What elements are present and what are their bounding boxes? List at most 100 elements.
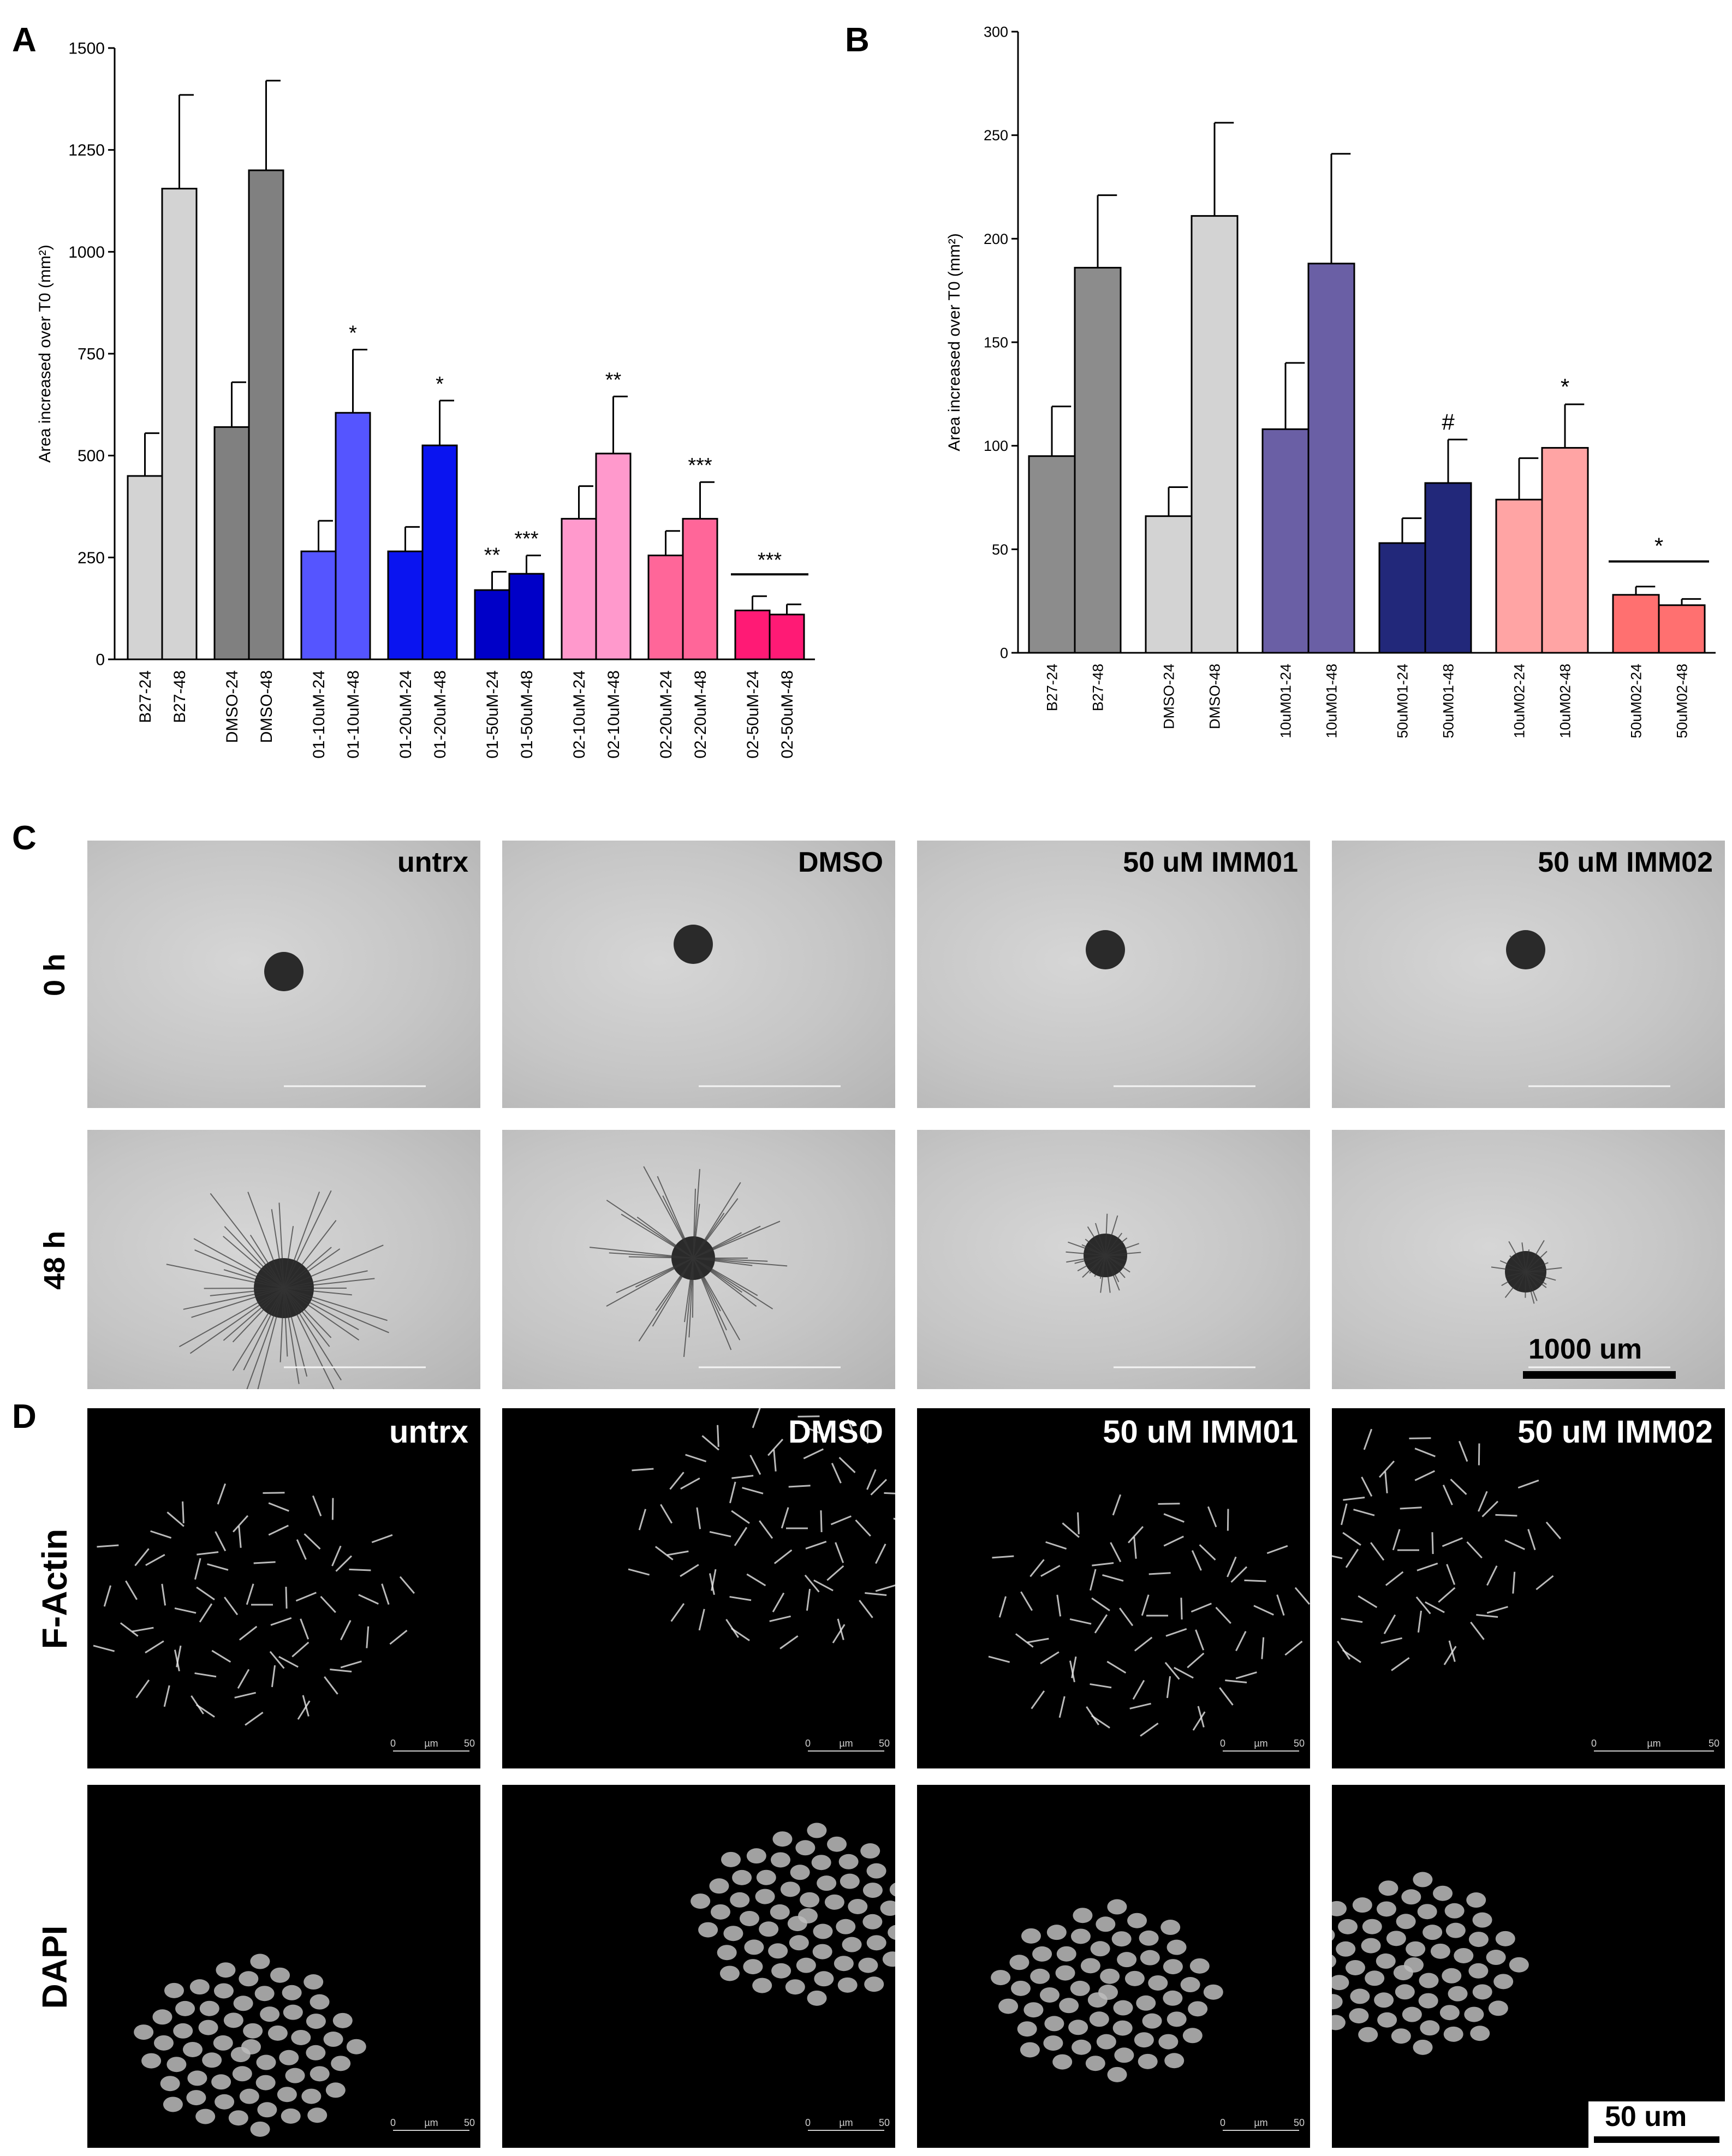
actin-fiber [992, 1555, 1014, 1559]
actin-fiber [729, 1481, 736, 1504]
actin-fiber [731, 1510, 750, 1524]
spheroid-core [1506, 930, 1545, 969]
actin-fiber [150, 1530, 172, 1539]
micro-scale-label: µm [424, 2117, 438, 2128]
nucleus [233, 1996, 253, 2011]
actin-fiber [746, 1573, 766, 1587]
actin-fiber [246, 1583, 254, 1605]
significance-label: # [1442, 409, 1455, 434]
category-label: 01-50uM-48 [518, 670, 536, 759]
actin-fiber [1219, 1687, 1234, 1706]
nucleus [1113, 2000, 1133, 2016]
micro-scale-label: 50 [464, 2117, 475, 2128]
actin-fiber [1384, 1471, 1388, 1493]
actin-fiber [1425, 1601, 1445, 1613]
nucleus [163, 2097, 183, 2112]
nucleus [1401, 1889, 1421, 1905]
actin-fiber [399, 1576, 415, 1594]
nucleus [814, 1971, 834, 1987]
spheroid-drawing [1066, 1213, 1255, 1368]
spheroid-drawing [674, 925, 841, 1087]
micro-scale-label: 50 [879, 2117, 890, 2128]
actin-fiber [371, 1534, 393, 1544]
actin-fiber [859, 1600, 873, 1618]
panel-c-column-label: 50 uM IMM02 [1538, 847, 1713, 878]
actin-fiber [752, 1408, 761, 1428]
cell-sprout [1521, 1242, 1526, 1272]
nucleus [230, 2047, 251, 2063]
nucleus [1158, 2034, 1179, 2050]
actin-fiber [1127, 1526, 1144, 1544]
nucleus [1332, 1975, 1349, 1991]
actin-fiber [1015, 1633, 1034, 1648]
cell-sprout [1105, 1215, 1118, 1256]
nucleus [730, 1892, 750, 1908]
nucleus [195, 2109, 216, 2124]
actin-fiber [1343, 1497, 1365, 1501]
actin-fiber [1470, 1622, 1485, 1640]
cell-sprout [1509, 1255, 1526, 1272]
category-label: 10uM02-48 [1557, 664, 1573, 738]
actin-fiber [1414, 1448, 1436, 1457]
nucleus [860, 1843, 880, 1859]
bar [1145, 515, 1193, 654]
nucleus [1402, 2006, 1422, 2022]
actin-fiber [1094, 1614, 1108, 1634]
cell-sprout [1105, 1213, 1108, 1256]
actin-fiber [1446, 1564, 1456, 1585]
actin-fiber [125, 1580, 138, 1600]
category-label: 02-20uM-24 [657, 670, 675, 759]
category-label: 01-10uM-48 [344, 670, 362, 759]
nucleus [166, 2057, 187, 2072]
actin-fiber [297, 1700, 311, 1720]
nucleus [1089, 2011, 1109, 2027]
actin-fiber [269, 1651, 285, 1669]
actin-fiber [734, 1527, 748, 1546]
actin-fiber [1383, 1614, 1396, 1634]
y-tick-label: 1000 [68, 243, 105, 261]
cell-sprout [249, 1235, 284, 1289]
nucleus [746, 1848, 766, 1864]
actin-fiber [1040, 1651, 1060, 1665]
brightfield-image: DMSO [502, 841, 895, 1108]
actin-fiber [174, 1607, 197, 1614]
cell-sprout [1525, 1240, 1545, 1272]
nucleus [1332, 2015, 1346, 2030]
nucleus [1378, 1880, 1398, 1896]
nucleus [691, 1893, 711, 1909]
panel-d-column-label: untrx [389, 1414, 468, 1450]
cell-sprout [223, 1288, 284, 1341]
actin-fiber [1129, 1702, 1151, 1710]
nucleus [770, 1904, 790, 1920]
actin-fiber [312, 1495, 322, 1517]
nucleus [1136, 1995, 1156, 2011]
nucleus [1386, 1931, 1406, 1946]
actin-fiber [803, 1448, 824, 1460]
actin-fiber [268, 1524, 289, 1536]
actin-fiber [1545, 1521, 1562, 1540]
nucleus [1166, 1939, 1187, 1955]
bar [1378, 542, 1426, 654]
fluorescence-image: 0 µm 50 DMSO [502, 1408, 895, 1768]
nucleus [1470, 2026, 1490, 2041]
nucleus [1039, 1987, 1060, 2003]
nucleus [812, 1944, 832, 1960]
nucleus [882, 1951, 895, 1967]
actin-fiber [145, 1640, 164, 1654]
cell-sprout [621, 1213, 694, 1259]
actin-fiber [1069, 1618, 1092, 1625]
nucleus [215, 2094, 235, 2110]
cell-sprout [693, 1198, 739, 1259]
category-label: B27-48 [1090, 664, 1106, 711]
y-tick-label: 500 [78, 447, 105, 465]
nucleus [1454, 1947, 1474, 1963]
micro-scale-label: 50 [1294, 1738, 1305, 1749]
actin-fiber [1476, 1614, 1498, 1618]
nucleus [1142, 2013, 1162, 2029]
nucleus [1188, 2001, 1208, 2017]
nucleus [1073, 1908, 1093, 1923]
nucleus [1163, 1990, 1183, 2006]
panel-letter-c: C [12, 819, 37, 857]
